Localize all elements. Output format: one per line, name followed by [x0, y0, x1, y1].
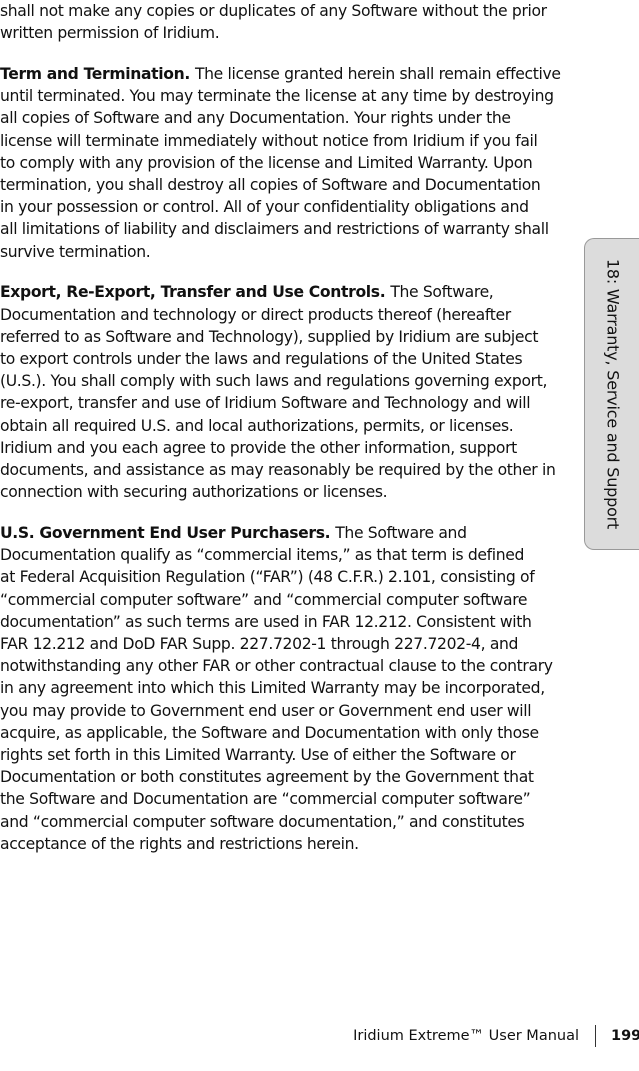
text-line: all limitations of liability and disclai…	[0, 218, 585, 240]
text-line: U.S. Government End User Purchasers. The …	[0, 522, 585, 544]
line-text: Documentation or both constitutes agreem…	[0, 768, 534, 787]
footer-rule	[595, 1025, 596, 1047]
line-text: Documentation qualify as “commercial ite…	[0, 546, 525, 565]
text-line: notwithstanding any other FAR or other c…	[0, 655, 585, 677]
text-line: to comply with any provision of the lice…	[0, 152, 585, 174]
line-text: re-export, transfer and use of Iridium S…	[0, 394, 531, 413]
footer-title: Iridium Extreme™ User Manual	[353, 1028, 579, 1044]
text-line: connection with securing authorizations …	[0, 481, 585, 503]
text-line: obtain all required U.S. and local autho…	[0, 415, 585, 437]
text-line: documents, and assistance as may reasona…	[0, 459, 585, 481]
line-text: connection with securing authorizations …	[0, 483, 388, 502]
line-text: notwithstanding any other FAR or other c…	[0, 657, 553, 676]
line-text: in your possession or control. All of yo…	[0, 198, 529, 217]
text-line: written permission of Iridium.	[0, 22, 585, 44]
line-text: to comply with any provision of the lice…	[0, 153, 533, 172]
text-line: survive termination.	[0, 241, 585, 263]
line-text: the Software and Documentation are “comm…	[0, 790, 531, 809]
line-text: documents, and assistance as may reasona…	[0, 461, 556, 480]
paragraph-heading: Export, Re-Export, Transfer and Use Cont…	[0, 283, 386, 302]
line-text: (U.S.). You shall comply with such laws …	[0, 372, 548, 391]
text-line: in any agreement into which this Limited…	[0, 677, 585, 699]
line-text: acquire, as applicable, the Software and…	[0, 723, 539, 742]
text-line: rights set forth in this Limited Warrant…	[0, 744, 585, 766]
line-text: Documentation and technology or direct p…	[0, 305, 511, 324]
text-line: Iridium and you each agree to provide th…	[0, 437, 585, 459]
text-line: shall not make any copies or duplicates …	[0, 0, 585, 22]
text-line: Documentation and technology or direct p…	[0, 304, 585, 326]
line-text: all limitations of liability and disclai…	[0, 220, 549, 239]
line-text: obtain all required U.S. and local autho…	[0, 416, 514, 435]
body-text: shall not make any copies or duplicates …	[0, 0, 585, 855]
text-line: in your possession or control. All of yo…	[0, 196, 585, 218]
line-text: “commercial computer software” and “comm…	[0, 590, 528, 609]
paragraph: Export, Re-Export, Transfer and Use Cont…	[0, 281, 585, 503]
line-text: rights set forth in this Limited Warrant…	[0, 746, 516, 765]
paragraph: Term and Termination. The license granted…	[0, 63, 585, 263]
line-text: and “commercial computer software docume…	[0, 812, 525, 831]
paragraph-heading: U.S. Government End User Purchasers.	[0, 524, 331, 543]
line-text: in any agreement into which this Limited…	[0, 679, 545, 698]
text-line: acquire, as applicable, the Software and…	[0, 722, 585, 744]
line-text: all copies of Software and any Documenta…	[0, 109, 511, 128]
paragraph-heading: Term and Termination.	[0, 65, 190, 83]
text-line: acceptance of the rights and restriction…	[0, 833, 585, 855]
text-line: “commercial computer software” and “comm…	[0, 589, 585, 611]
line-text: FAR 12.212 and DoD FAR Supp. 227.7202-1 …	[0, 635, 519, 654]
line-text: to export controls under the laws and re…	[0, 350, 523, 369]
side-tab-label: 18: Warranty, Service and Support	[603, 258, 622, 530]
text-line: (U.S.). You shall comply with such laws …	[0, 370, 585, 392]
line-text: you may provide to Government end user o…	[0, 701, 532, 720]
line-text: survive termination.	[0, 242, 151, 261]
line-text: acceptance of the rights and restriction…	[0, 834, 359, 853]
text-line: Export, Re-Export, Transfer and Use Cont…	[0, 281, 585, 303]
paragraph: shall not make any copies or duplicates …	[0, 0, 585, 44]
text-line: to export controls under the laws and re…	[0, 348, 585, 370]
text-line: referred to as Software and Technology),…	[0, 326, 585, 348]
text-line: Documentation or both constitutes agreem…	[0, 766, 585, 788]
line-text: referred to as Software and Technology),…	[0, 327, 539, 346]
side-tab: 18: Warranty, Service and Support	[584, 238, 639, 550]
paragraph: U.S. Government End User Purchasers. The …	[0, 522, 585, 855]
text-line: re-export, transfer and use of Iridium S…	[0, 392, 585, 414]
text-line: the Software and Documentation are “comm…	[0, 788, 585, 810]
line-text: until terminated. You may terminate the …	[0, 87, 554, 106]
page-number: 199	[611, 1028, 639, 1044]
text-line: FAR 12.212 and DoD FAR Supp. 227.7202-1 …	[0, 633, 585, 655]
line-text: license will terminate immediately witho…	[0, 131, 538, 150]
text-line: termination, you shall destroy all copie…	[0, 174, 585, 196]
text-line: Term and Termination. The license granted…	[0, 63, 585, 85]
text-line: at Federal Acquisition Regulation (“FAR”…	[0, 566, 585, 588]
line-text: documentation” as such terms are used in…	[0, 612, 532, 631]
line-text: shall not make any copies or duplicates …	[0, 2, 547, 20]
text-line: Documentation qualify as “commercial ite…	[0, 544, 585, 566]
text-line: documentation” as such terms are used in…	[0, 611, 585, 633]
line-text: written permission of Iridium.	[0, 24, 220, 43]
text-line: all copies of Software and any Documenta…	[0, 107, 585, 129]
text-line: license will terminate immediately witho…	[0, 130, 585, 152]
line-text: at Federal Acquisition Regulation (“FAR”…	[0, 568, 535, 587]
line-text: termination, you shall destroy all copie…	[0, 176, 541, 195]
text-line: and “commercial computer software docume…	[0, 811, 585, 833]
line-text: The license granted herein shall remain …	[194, 65, 561, 83]
text-line: until terminated. You may terminate the …	[0, 85, 585, 107]
text-line: you may provide to Government end user o…	[0, 700, 585, 722]
line-text: Iridium and you each agree to provide th…	[0, 438, 517, 457]
line-text: The Software and	[335, 524, 467, 543]
line-text: The Software,	[390, 283, 494, 302]
